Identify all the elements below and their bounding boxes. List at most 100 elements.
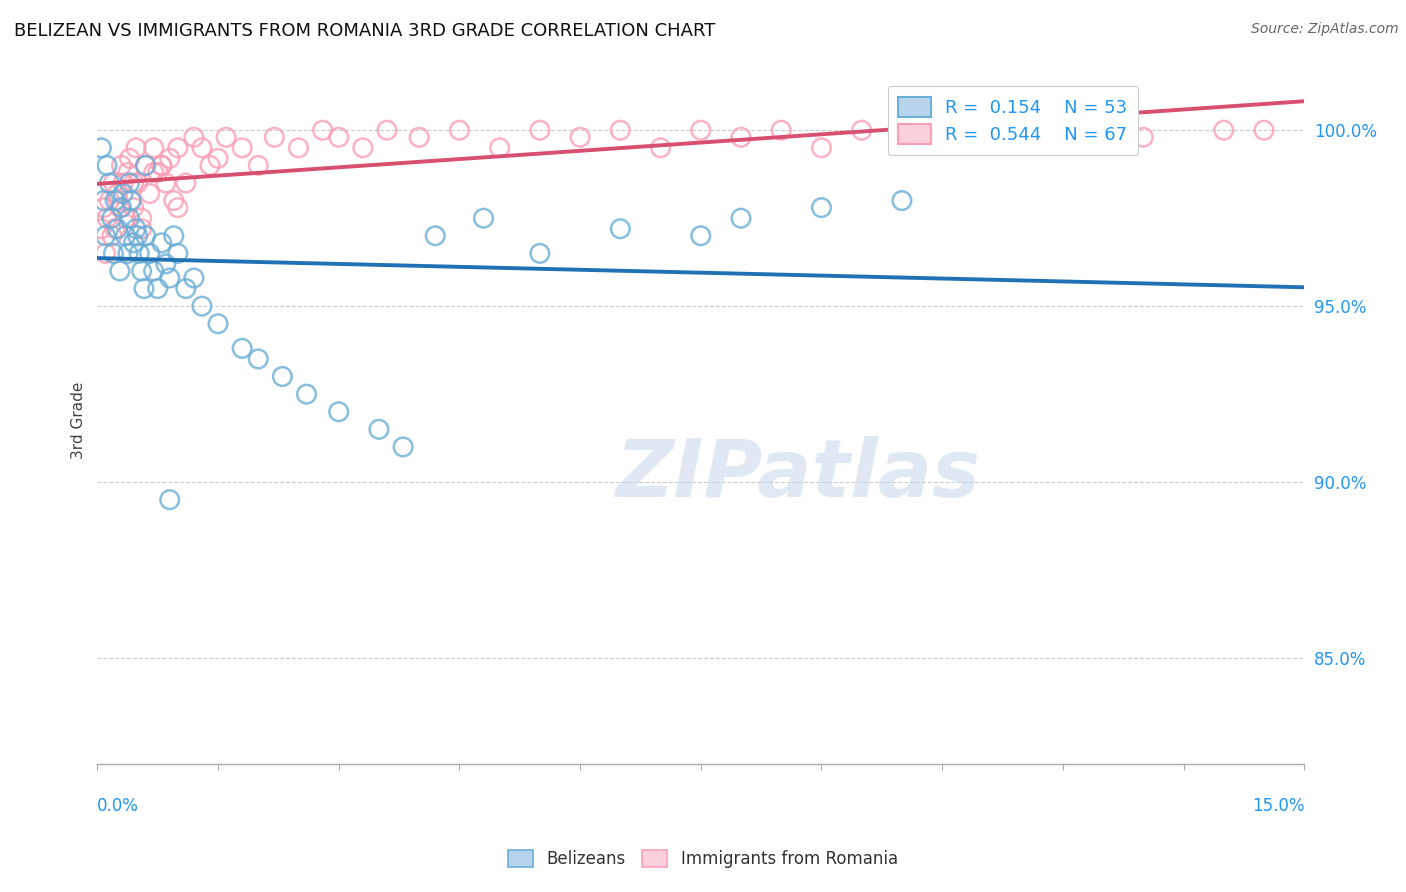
Point [247,351,270,366]
Point [730,130,752,145]
Point [103,246,125,260]
Point [120,194,142,208]
Point [114,211,136,226]
Point [1052,123,1074,137]
Point [108,264,131,278]
Point [263,130,285,145]
Point [191,299,214,313]
Text: 0.0%: 0.0% [97,797,139,814]
Point [104,194,127,208]
Point [135,158,157,172]
Point [375,123,398,137]
Point [231,141,253,155]
Point [125,141,148,155]
Point [689,228,711,243]
Point [609,221,631,235]
Point [122,201,145,215]
Point [138,246,160,260]
Point [118,176,141,190]
Point [131,211,153,226]
Point [108,201,131,215]
Point [166,246,188,260]
Point [131,264,153,278]
Point [408,130,430,145]
Point [183,271,205,285]
Point [98,194,121,208]
Point [472,211,495,226]
Point [131,221,153,235]
Point [198,158,221,172]
Point [529,246,551,260]
Point [155,257,177,271]
Point [114,228,136,243]
Point [135,158,157,172]
Point [128,246,150,260]
Point [142,165,165,179]
Point [112,176,135,190]
Point [110,158,132,172]
Point [132,282,155,296]
Point [159,492,181,507]
Point [890,194,912,208]
Point [1212,123,1234,137]
Point [122,176,145,190]
Point [183,130,205,145]
Point [142,264,165,278]
Text: ZIPatlas: ZIPatlas [614,436,980,515]
Point [101,228,124,243]
Point [118,152,141,166]
Point [155,176,177,190]
Text: 15.0%: 15.0% [1251,797,1305,814]
Point [96,211,118,226]
Point [120,194,142,208]
Point [1253,123,1275,137]
Point [138,186,160,201]
Point [488,141,510,155]
Point [328,405,350,419]
Point [93,201,115,215]
Point [118,211,141,226]
Point [150,158,173,172]
Point [207,317,229,331]
Point [142,141,165,155]
Point [207,152,229,166]
Point [112,186,135,201]
Point [295,387,318,401]
Point [163,228,186,243]
Point [851,123,873,137]
Legend: R =  0.154    N = 53, R =  0.544    N = 67: R = 0.154 N = 53, R = 0.544 N = 67 [887,87,1139,155]
Point [166,201,188,215]
Text: Source: ZipAtlas.com: Source: ZipAtlas.com [1251,22,1399,37]
Point [127,228,149,243]
Point [1132,130,1154,145]
Point [94,246,117,260]
Point [146,165,169,179]
Point [93,194,115,208]
Point [90,221,112,235]
Point [117,246,139,260]
Point [110,201,132,215]
Y-axis label: 3rd Grade: 3rd Grade [72,382,86,459]
Point [215,130,238,145]
Point [247,158,270,172]
Point [890,130,912,145]
Point [159,152,181,166]
Point [770,123,793,137]
Text: BELIZEAN VS IMMIGRANTS FROM ROMANIA 3RD GRADE CORRELATION CHART: BELIZEAN VS IMMIGRANTS FROM ROMANIA 3RD … [14,22,716,40]
Point [689,123,711,137]
Point [150,235,173,250]
Point [368,422,391,436]
Point [90,141,112,155]
Point [425,228,447,243]
Point [94,228,117,243]
Point [569,130,592,145]
Point [107,221,129,235]
Point [231,342,253,356]
Point [972,123,994,137]
Point [122,235,145,250]
Point [104,221,127,235]
Point [311,123,333,137]
Point [146,282,169,296]
Point [150,158,173,172]
Point [810,201,832,215]
